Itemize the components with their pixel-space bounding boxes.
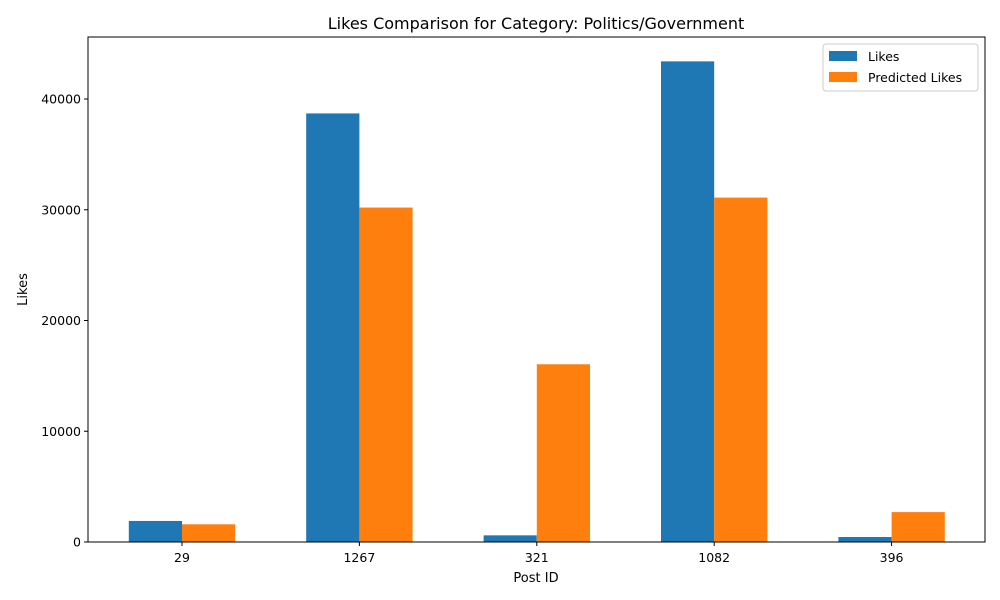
x-axis-ticks: 29 1267 321 1082 396 (174, 542, 904, 565)
bar-predicted-likes-29 (182, 524, 236, 542)
chart-title: Likes Comparison for Category: Politics/… (328, 14, 744, 33)
legend: Likes Predicted Likes (822, 43, 979, 92)
y-axis-label: Likes (16, 273, 31, 306)
y-tick-label: 20000 (41, 313, 81, 328)
plot-area-frame (87, 36, 986, 543)
x-tick-label: 321 (525, 550, 549, 565)
y-tick-label: 0 (73, 535, 81, 550)
bar-likes-396 (838, 537, 892, 542)
y-tick-label: 40000 (41, 92, 81, 107)
bar-predicted-likes-1082 (714, 197, 768, 542)
legend-box (822, 43, 979, 92)
legend-swatch (829, 72, 857, 82)
legend-label: Predicted Likes (868, 70, 962, 85)
legend-swatch (829, 51, 857, 61)
x-tick-label: 29 (174, 550, 190, 565)
bar-likes-1267 (306, 113, 360, 542)
legend-label: Likes (868, 49, 899, 64)
x-tick-label: 396 (880, 550, 904, 565)
bar-likes-1082 (661, 61, 715, 542)
x-tick-label: 1267 (343, 550, 375, 565)
y-tick-label: 10000 (41, 424, 81, 439)
y-tick-label: 30000 (41, 202, 81, 217)
bar-predicted-likes-321 (536, 364, 590, 542)
y-axis-ticks: 0 10000 20000 30000 40000 (41, 92, 88, 550)
bar-predicted-likes-1267 (359, 207, 413, 542)
x-axis-label: Post ID (513, 571, 558, 586)
bar-likes-321 (483, 535, 537, 542)
bar-predicted-likes-396 (891, 512, 945, 542)
bar-likes-29 (128, 520, 182, 542)
x-tick-label: 1082 (698, 550, 730, 565)
bars-group (128, 61, 945, 542)
